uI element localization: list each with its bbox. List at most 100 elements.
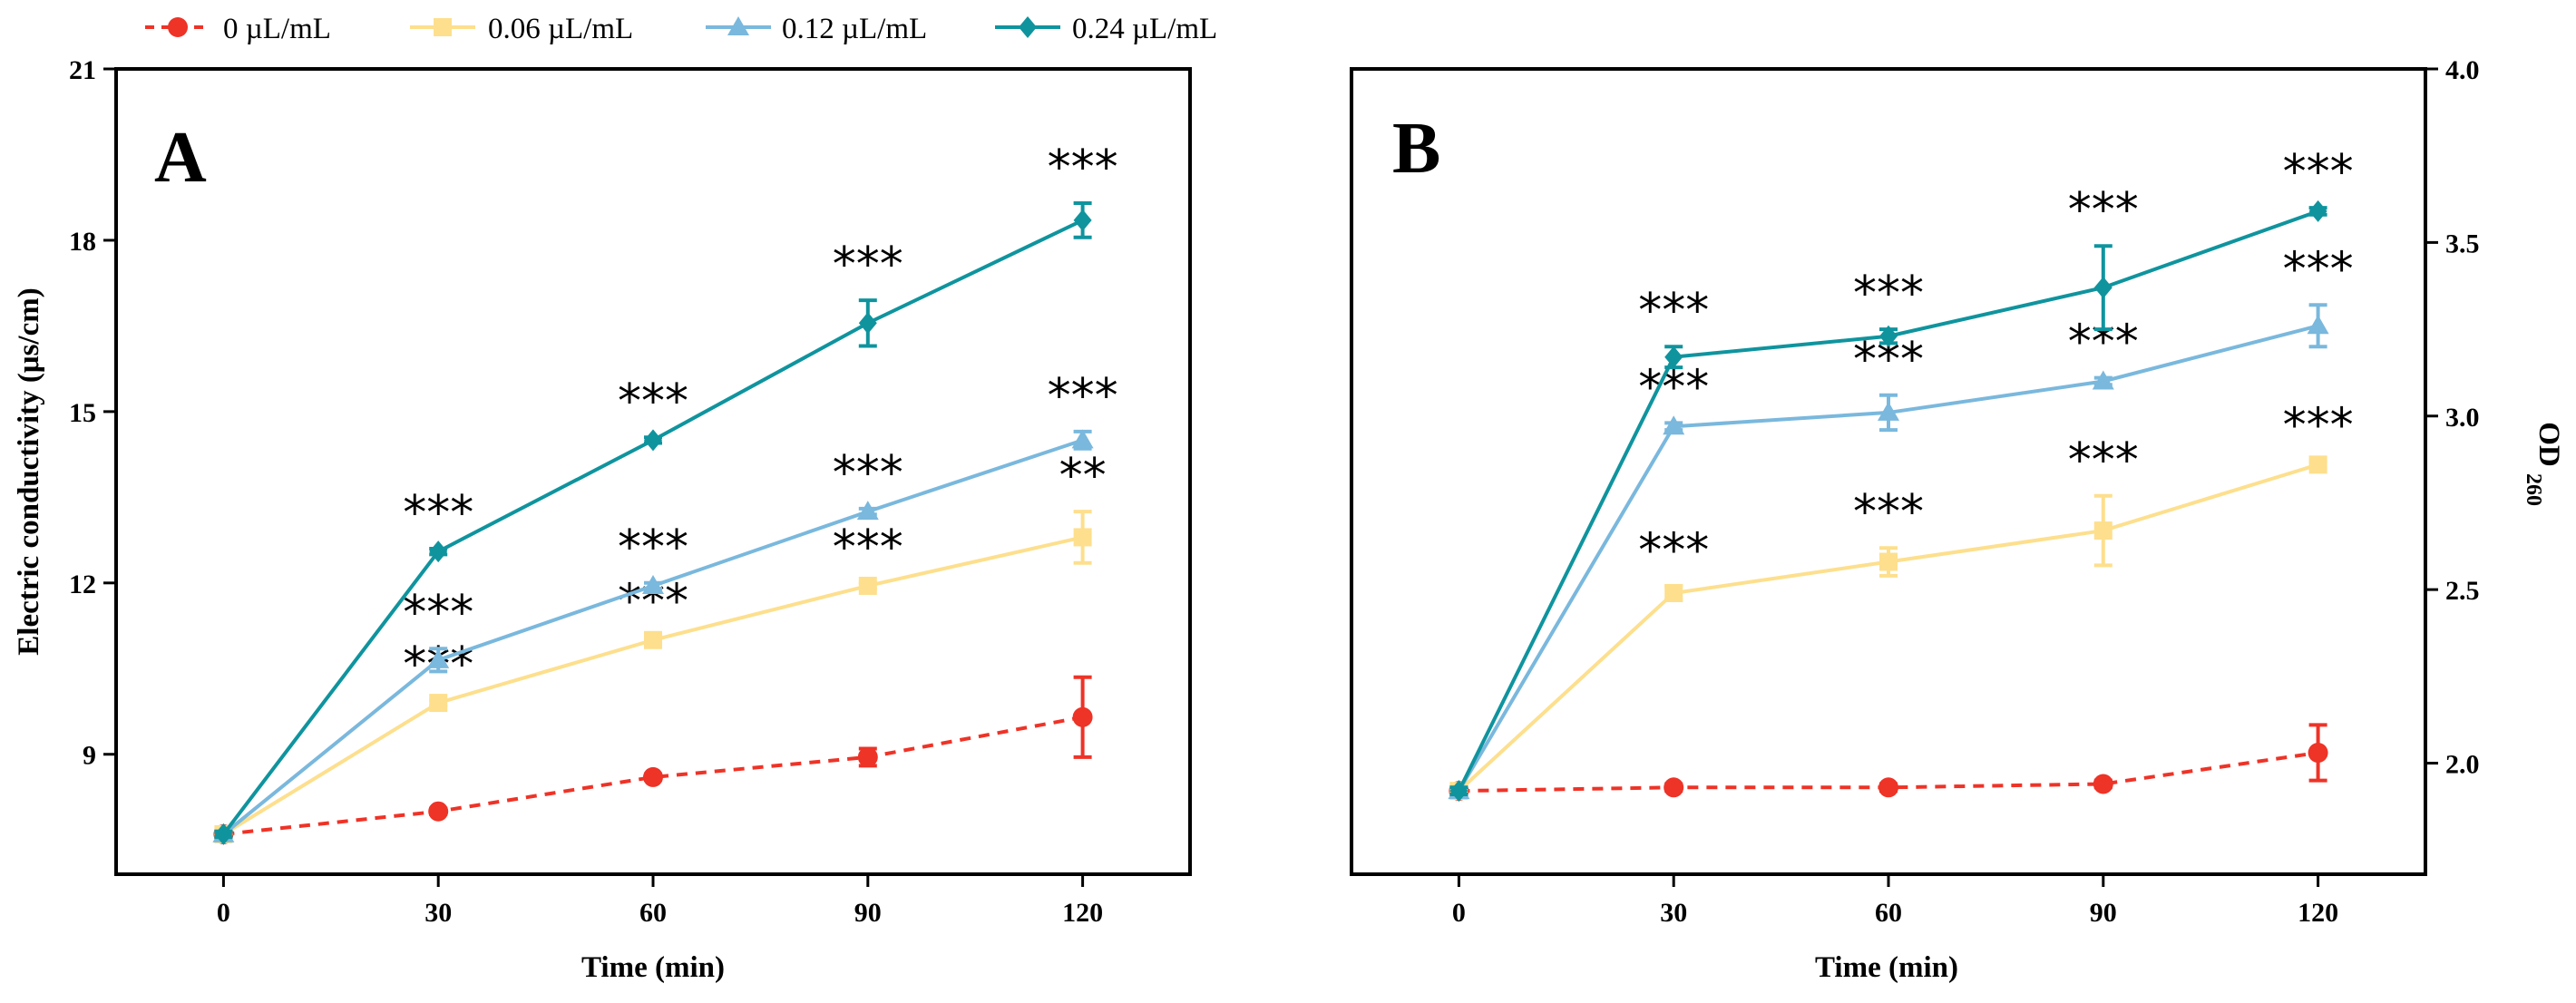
legend-marker-0 (168, 17, 188, 37)
series-3: *** *** *** *** (214, 141, 1118, 845)
legend-entry-0: 0 µL/mL (145, 13, 331, 45)
x-tick-label: 60 (1875, 898, 1902, 928)
y-tick-label: 15 (69, 398, 96, 428)
x-tick-label: 90 (854, 898, 882, 928)
x-tick-label: 120 (2298, 898, 2338, 928)
legend-label-3: 0.24 µL/mL (1072, 13, 1217, 45)
x-tick-label: 0 (1452, 898, 1466, 928)
series-1: *** *** *** *** (1449, 399, 2354, 801)
x-tick-label: 120 (1062, 898, 1103, 928)
y-tick-label: 18 (69, 227, 96, 257)
series-0 (1449, 723, 2328, 802)
series-1: *********** (214, 449, 1107, 843)
data-point (1878, 777, 1898, 798)
legend-marker-shape-0 (168, 17, 188, 37)
significance-label: *** (1853, 267, 1924, 321)
panel-a: A Time (min) Electric conductivity (μs/c… (13, 55, 1192, 984)
y-tick-label: 2.0 (2445, 750, 2480, 780)
panel-a-letter: A (154, 118, 207, 198)
data-point (1664, 777, 1684, 798)
data-point (856, 501, 879, 521)
panel-b: B Time (min) OD 260 0 30 60 90 120 2.0 2.5 3.0 3… (1350, 55, 2565, 984)
y-tick-label: 3.0 (2445, 403, 2480, 433)
data-point (1879, 552, 1898, 571)
data-point (2093, 277, 2113, 299)
legend: 0 µL/mL 0.06 µL/mL 0.12 µL/mL 0.24 µL/mL (145, 13, 1217, 45)
legend-label-1: 0.06 µL/mL (488, 13, 633, 45)
y-tick-label: 9 (83, 741, 96, 771)
y-tick-label: 12 (69, 570, 96, 599)
y-tick-label: 21 (69, 55, 96, 85)
panel-b-frame (1350, 67, 2427, 876)
data-point (2308, 743, 2328, 764)
data-point (429, 540, 448, 563)
significance-label: *** (1048, 141, 1118, 195)
x-tick-label: 30 (1660, 898, 1687, 928)
significance-label: *** (833, 238, 903, 292)
data-point (644, 630, 662, 649)
data-point (2307, 315, 2329, 335)
data-point (857, 746, 878, 767)
y-tick-label: 4.0 (2445, 55, 2480, 85)
data-point (642, 574, 664, 594)
data-point (1072, 706, 1093, 727)
data-point (1073, 209, 1092, 231)
x-tick-label: 0 (217, 898, 230, 928)
data-point (1879, 325, 1898, 347)
data-point (427, 648, 450, 668)
legend-entry-1: 0.06 µL/mL (410, 13, 633, 45)
significance-label: *** (2283, 145, 2354, 200)
data-point (1071, 429, 1094, 449)
data-point (2092, 370, 2114, 390)
series-2: *** *** *** *** (212, 369, 1118, 842)
data-point (2308, 455, 2327, 474)
data-point (858, 576, 877, 595)
legend-marker-shape-3 (1019, 16, 1037, 38)
significance-label: *** (403, 586, 473, 640)
data-point (644, 429, 662, 452)
significance-label: *** (1638, 523, 1709, 578)
significance-label: *** (1853, 485, 1924, 540)
significance-label: ** (1059, 449, 1107, 503)
data-point (1449, 780, 1469, 803)
data-point (1663, 415, 1685, 435)
significance-label: *** (2283, 399, 2354, 453)
significance-label: *** (1048, 369, 1118, 424)
series-3: *** *** *** *** (1449, 145, 2354, 803)
series-line (223, 715, 1083, 836)
significance-label: *** (2068, 183, 2139, 238)
y-tick-label: 2.5 (2445, 576, 2480, 606)
panel-a-frame (114, 67, 1192, 876)
data-point (2093, 521, 2113, 540)
data-point (643, 766, 663, 787)
legend-marker-shape-1 (434, 18, 452, 36)
panel-a-x-axis-title: Time (min) (581, 951, 725, 984)
x-tick-label: 60 (639, 898, 667, 928)
legend-label-2: 0.12 µL/mL (782, 13, 927, 45)
data-point (429, 694, 448, 713)
panel-b-x-axis-title: Time (min) (1815, 951, 1958, 984)
legend-entry-3: 0.24 µL/mL (995, 13, 1217, 45)
legend-marker-shape-2 (727, 16, 749, 35)
data-point (858, 312, 877, 335)
legend-marker-1 (434, 18, 452, 36)
significance-label: *** (1638, 284, 1709, 338)
data-point (2308, 200, 2327, 222)
data-point (1073, 528, 1092, 547)
significance-label: *** (618, 521, 688, 575)
significance-label: *** (403, 486, 473, 540)
legend-marker-2 (727, 16, 749, 35)
x-tick-label: 90 (2090, 898, 2117, 928)
y-tick-label: 3.5 (2445, 229, 2480, 258)
x-tick-label: 30 (424, 898, 452, 928)
data-point (2093, 774, 2113, 794)
legend-entry-2: 0.12 µL/mL (706, 13, 927, 45)
panel-b-letter: B (1392, 109, 1440, 189)
data-point (214, 823, 233, 845)
significance-label: *** (618, 375, 688, 429)
significance-label: *** (2068, 433, 2139, 488)
legend-marker-3 (1019, 16, 1037, 38)
significance-label: *** (833, 521, 903, 575)
panel-b-y-axis-title: OD (2532, 422, 2565, 467)
panel-b-y-axis-subscript: 260 (2522, 473, 2545, 506)
